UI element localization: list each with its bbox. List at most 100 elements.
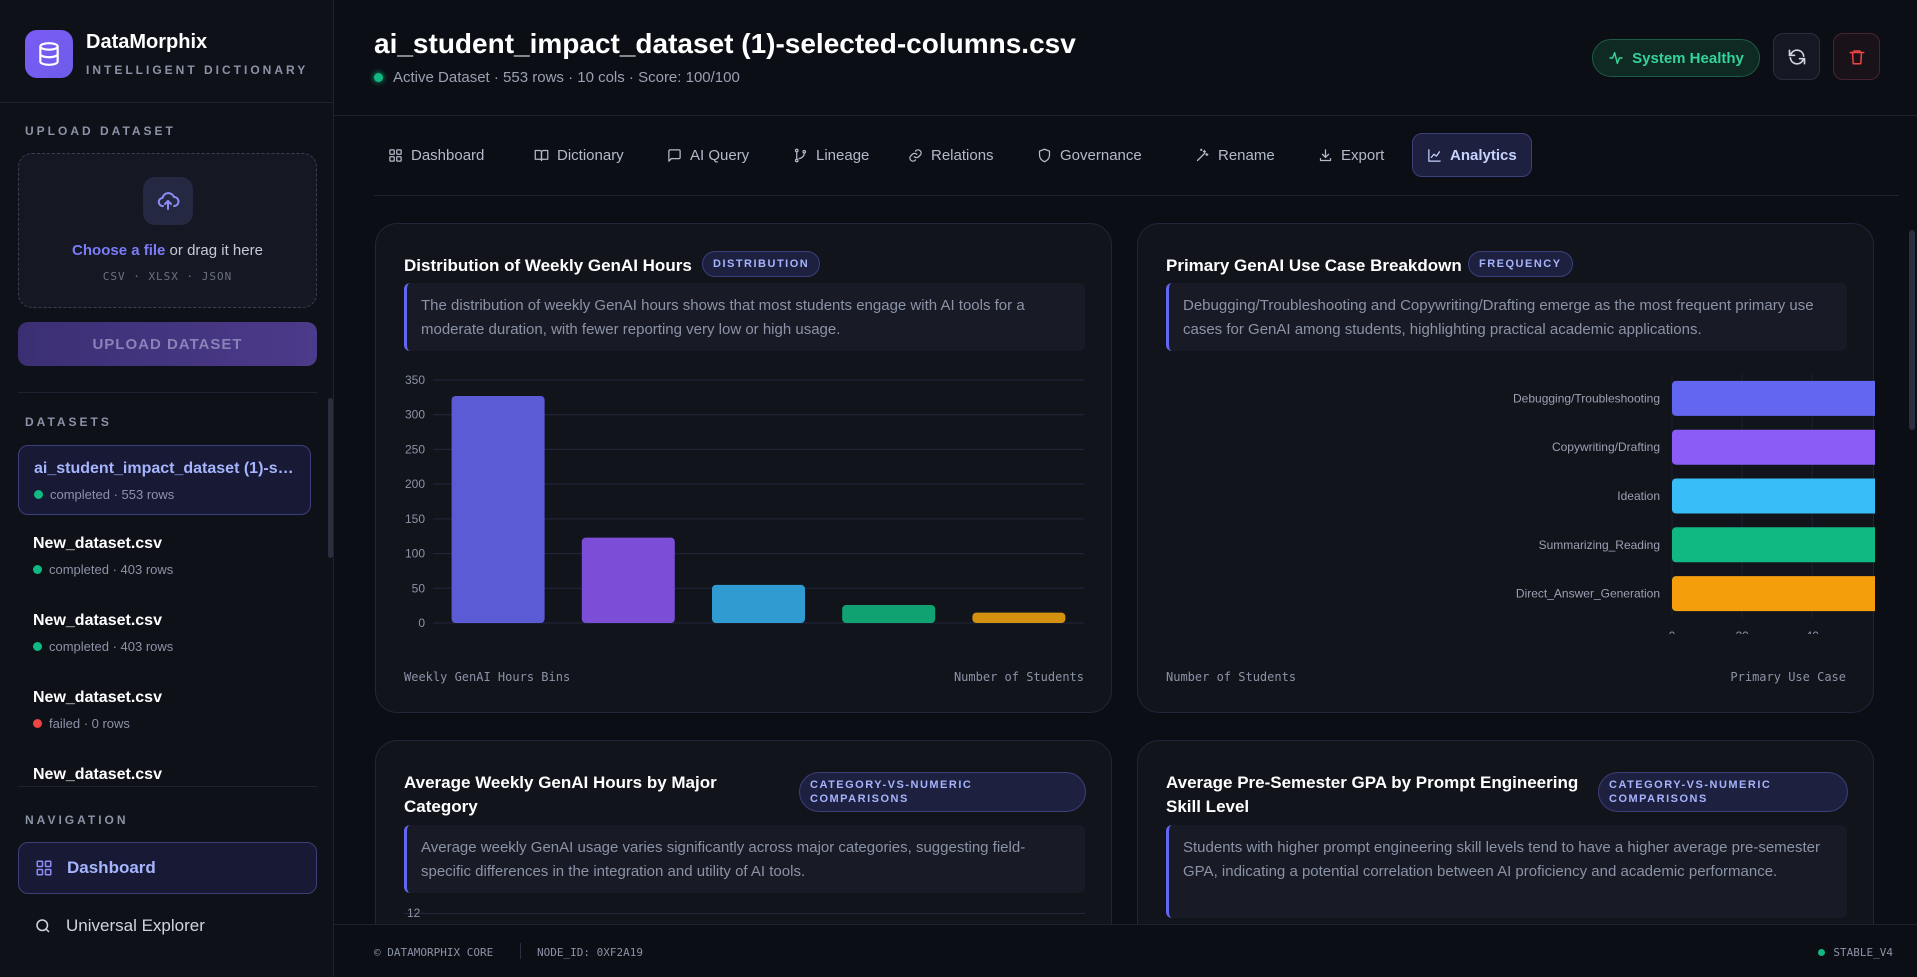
y-tick-label: 12 (407, 906, 421, 920)
dataset-summary: Active Dataset · 553 rows · 10 cols · Sc… (393, 69, 740, 86)
y-tick-label: 200 (405, 477, 425, 491)
tab-label: Dictionary (557, 146, 624, 164)
tab-label: Lineage (816, 146, 870, 164)
tab-label: Analytics (1450, 146, 1517, 164)
tab-label: Relations (931, 146, 994, 164)
dataset-name: New_dataset.csv (33, 612, 162, 629)
status-dot (33, 719, 42, 728)
divider (334, 115, 1917, 116)
database-icon (25, 30, 73, 78)
tab-relations[interactable]: Relations (894, 133, 1008, 177)
version-label: STABLE_V4 (1833, 946, 1893, 959)
choose-file-link[interactable]: Choose a file (72, 242, 166, 259)
dataset-item[interactable]: New_dataset.csv completed · 403 rows (18, 598, 311, 668)
bar (1672, 478, 1875, 514)
y-axis-note: Number of Students (953, 670, 1084, 684)
chart-insight: The distribution of weekly GenAI hours s… (404, 283, 1085, 351)
chart-type-badge: CATEGORY-VS-NUMERIC COMPARISONS (799, 772, 1086, 812)
tab-governance[interactable]: Governance (1023, 133, 1156, 177)
link-icon (909, 148, 922, 162)
refresh-button[interactable] (1773, 33, 1820, 80)
grid-icon (36, 860, 52, 876)
x-axis-note: Weekly GenAI Hours Bins (404, 670, 571, 684)
dataset-meta: failed · 0 rows (49, 716, 130, 731)
y-tick-label: 250 (405, 442, 425, 456)
brand-tagline: INTELLIGENT DICTIONARY (86, 63, 309, 77)
download-icon (1319, 148, 1332, 161)
y-tick-label: Summarizing_Reading (1539, 538, 1660, 552)
delete-button[interactable] (1833, 33, 1880, 80)
x-tick-label: 40 (1806, 629, 1820, 634)
dataset-name: New_dataset.csv (33, 535, 162, 552)
upload-section-label: UPLOAD DATASET (25, 124, 176, 138)
tab-dashboard[interactable]: Dashboard (374, 133, 498, 177)
divider (18, 392, 317, 393)
chart-icon (1428, 148, 1441, 162)
x-tick-label: 0 (1669, 629, 1676, 634)
upload-dataset-button[interactable]: UPLOAD DATASET (18, 322, 317, 366)
y-tick-label: Debugging/Troubleshooting (1513, 391, 1660, 405)
footer-version: STABLE_V4 (1818, 946, 1893, 959)
bar (581, 537, 675, 623)
tab-analytics[interactable]: Analytics (1412, 133, 1532, 177)
bar (1672, 380, 1875, 416)
branch-icon (794, 148, 807, 162)
trash-icon (1849, 49, 1864, 64)
dataset-item[interactable]: New_dataset.csv completed · 403 rows (18, 521, 311, 591)
y-tick-label: 350 (405, 373, 425, 387)
active-status-dot (374, 73, 383, 82)
nav-item-universal-explorer[interactable]: Universal Explorer (18, 900, 317, 952)
dataset-name: ai_student_impact_dataset (1)-selected-c… (34, 460, 299, 477)
tab-ai-query[interactable]: AI Query (653, 133, 763, 177)
bar (451, 395, 545, 623)
y-tick-label: 50 (412, 581, 426, 595)
y-axis-note: Primary Use Case (1730, 670, 1846, 684)
dropzone-text: Choose a file or drag it here (19, 242, 316, 259)
system-health-badge: System Healthy (1592, 39, 1760, 77)
chart-insight: Students with higher prompt engineering … (1166, 825, 1847, 918)
dataset-item[interactable]: New_dataset.csv failed · 0 rows (18, 675, 311, 745)
y-tick-label: Copywriting/Drafting (1552, 440, 1660, 454)
file-dropzone[interactable]: Choose a file or drag it here CSV · XLSX… (18, 153, 317, 308)
datasets-scrollbar[interactable] (328, 398, 333, 558)
datasets-section-label: DATASETS (25, 415, 112, 429)
x-tick-label: 20 (1735, 629, 1749, 634)
card-title: Primary GenAI Use Case Breakdown (1166, 256, 1462, 275)
tab-rename[interactable]: Rename (1181, 133, 1289, 177)
horizontal-bar-chart-use-case: 020406080100120140Debugging/Troubleshoot… (1513, 374, 1875, 634)
dataset-item[interactable]: ai_student_impact_dataset (1)-selected-c… (18, 445, 311, 515)
chart-type-badge: DISTRIBUTION (702, 251, 821, 277)
tab-export[interactable]: Export (1304, 133, 1398, 177)
tab-lineage[interactable]: Lineage (779, 133, 883, 177)
search-icon (36, 919, 50, 933)
tab-label: Dashboard (411, 146, 485, 164)
brand-name: DataMorphix (86, 31, 208, 53)
activity-icon (1609, 51, 1623, 65)
dataset-meta: completed · 403 rows (49, 562, 174, 577)
divider (18, 786, 317, 787)
x-axis-note: Number of Students (1166, 670, 1297, 684)
divider (520, 943, 521, 959)
nav-item-dashboard[interactable]: Dashboard (18, 842, 317, 894)
tab-label: AI Query (690, 146, 750, 164)
main-panel: ai_student_impact_dataset (1)-selected-c… (334, 0, 1917, 977)
tab-dictionary[interactable]: Dictionary (520, 133, 638, 177)
dataset-name: New_dataset.csv (33, 689, 162, 706)
y-tick-label: 100 (405, 547, 425, 561)
sidebar: DataMorphix INTELLIGENT DICTIONARY UPLOA… (0, 0, 334, 977)
status-dot (33, 565, 42, 574)
chart-type-badge: CATEGORY-VS-NUMERIC COMPARISONS (1598, 772, 1848, 812)
cloud-upload-icon (143, 177, 193, 225)
bar (972, 612, 1066, 623)
bar (712, 584, 805, 623)
divider (374, 195, 1899, 196)
dataset-item[interactable]: New_dataset.csv (18, 752, 311, 786)
chart-type-badge: FREQUENCY (1468, 251, 1573, 277)
footer: © DATAMORPHIX CORE NODE_ID: 0XF2A19 STAB… (334, 924, 1917, 977)
chart-card-genai-hours: Distribution of Weekly GenAI Hours DISTR… (375, 223, 1112, 713)
page-subtitle: Active Dataset · 553 rows · 10 cols · Sc… (374, 69, 740, 86)
content-scrollbar[interactable] (1909, 230, 1915, 430)
divider (0, 102, 334, 103)
y-tick-label: Direct_Answer_Generation (1516, 587, 1660, 601)
shield-icon (1038, 148, 1051, 162)
